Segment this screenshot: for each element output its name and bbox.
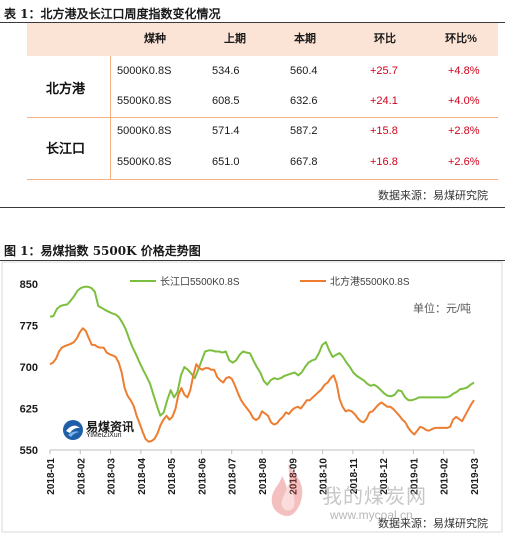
coal-grade: 5500K0.8S <box>117 95 172 107</box>
column-divider <box>110 56 111 180</box>
curr-value: 560.4 <box>290 65 318 77</box>
group-divider <box>27 117 498 118</box>
x-tick-label: 2018-11 <box>349 458 360 495</box>
coal-grade: 5000K0.8S <box>117 125 172 137</box>
curr-value: 667.8 <box>290 156 318 168</box>
x-tick-label: 2019-03 <box>470 458 481 495</box>
x-tick-label: 2019-02 <box>440 458 451 495</box>
y-tick-label: 775 <box>20 321 38 333</box>
prev-value: 534.6 <box>212 65 240 77</box>
y-tick-label: 850 <box>20 279 38 291</box>
unit-label: 单位：元/吨 <box>413 303 472 315</box>
watermark-text: 我的煤炭网 <box>322 486 427 508</box>
x-tick-label: 2018-12 <box>379 458 390 495</box>
logo-icon <box>63 420 83 440</box>
change-percent: +4.8% <box>448 65 480 77</box>
table-caption: 表 1：北方港及长江口周度指数变化情况 <box>4 7 221 21</box>
coal-grade: 5500K0.8S <box>117 156 172 168</box>
table-header-row: 煤种 上期 本期 环比 环比% <box>27 23 498 56</box>
table-bottom-border <box>27 179 498 180</box>
header-pct: 环比% <box>445 33 477 45</box>
header-coal: 煤种 <box>144 33 166 45</box>
table-source: 数据来源：易煤研究院 <box>378 190 488 202</box>
caption-rule <box>0 22 505 23</box>
chart-border <box>1 261 503 533</box>
logo-text-en: YiMeiZiXun <box>86 432 122 439</box>
x-tick-label: 2018-10 <box>319 458 330 495</box>
change-value: +15.8 <box>370 125 398 137</box>
x-tick-label: 2018-04 <box>137 458 148 495</box>
port-name: 长江口 <box>46 141 86 156</box>
x-tick-label: 2018-07 <box>228 458 239 495</box>
figure-caption: 图 1：易煤指数 5500K 价格走势图 <box>4 244 201 258</box>
logo-text-cn: 易煤资讯 <box>86 420 135 434</box>
header-chg: 环比 <box>374 33 396 45</box>
change-value: +24.1 <box>370 95 398 107</box>
watermark-url: www.mycoal.cn <box>330 508 413 522</box>
x-tick-label: 2018-02 <box>76 458 87 495</box>
y-tick-label: 700 <box>20 362 38 374</box>
watermark-flame-icon <box>271 464 303 516</box>
coal-grade: 5000K0.8S <box>117 65 172 77</box>
curr-value: 632.6 <box>290 95 318 107</box>
header-prev: 上期 <box>224 33 246 45</box>
figure-source: 数据来源：易煤研究院 <box>378 518 488 530</box>
y-tick-label: 550 <box>20 445 38 457</box>
prev-value: 608.5 <box>212 95 240 107</box>
legend-label: 长江口5500K0.8S <box>160 276 240 288</box>
prev-value: 571.4 <box>212 125 240 137</box>
series-line-beifanggang <box>49 327 475 443</box>
change-percent: +2.6% <box>448 156 480 168</box>
y-tick-label: 625 <box>20 404 38 416</box>
x-tick-label: 2018-06 <box>197 458 208 495</box>
figure-caption-rule <box>0 260 505 261</box>
series-line-changjiangkou <box>49 285 475 417</box>
header-curr: 本期 <box>294 33 316 45</box>
change-percent: +2.8% <box>448 125 480 137</box>
port-name: 北方港 <box>46 81 86 96</box>
x-tick-label: 2018-03 <box>107 458 118 495</box>
change-percent: +4.0% <box>448 95 480 107</box>
prev-value: 651.0 <box>212 156 240 168</box>
x-tick-label: 2018-08 <box>258 458 269 495</box>
legend-label: 北方港5500K0.8S <box>330 275 410 288</box>
curr-value: 587.2 <box>290 125 318 137</box>
x-tick-label: 2018-09 <box>288 458 299 495</box>
change-value: +16.8 <box>370 156 398 168</box>
x-tick-label: 2018-05 <box>167 458 178 495</box>
yimei-logo: 易煤资讯 YiMeiZiXun <box>62 418 144 442</box>
table-bottom-rule <box>0 207 505 208</box>
x-tick-label: 2019-01 <box>409 458 420 495</box>
change-value: +25.7 <box>370 65 398 77</box>
x-tick-label: 2018-01 <box>46 458 57 495</box>
